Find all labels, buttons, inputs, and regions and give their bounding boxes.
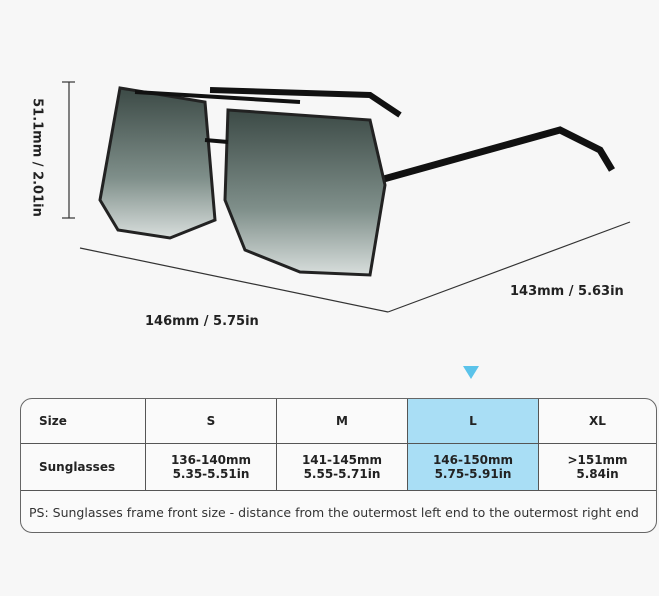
mm-value: 136-140mm bbox=[170, 453, 252, 467]
in-value: 5.84in bbox=[576, 467, 619, 481]
in-value: 5.55-5.71in bbox=[303, 467, 381, 481]
width-dimension: 146mm / 5.75in bbox=[145, 314, 259, 329]
cell-xl: >151mm 5.84in bbox=[539, 444, 656, 490]
temple-dimension: 143mm / 5.63in bbox=[510, 284, 624, 299]
in-value: 5.75-5.91in bbox=[434, 467, 512, 481]
cell-l: 146-150mm 5.75-5.91in bbox=[408, 444, 539, 490]
in-value: 5.35-5.51in bbox=[172, 467, 250, 481]
cell-m: 141-145mm 5.55-5.71in bbox=[277, 444, 408, 490]
cell-s: 136-140mm 5.35-5.51in bbox=[146, 444, 277, 490]
mm-value: 146-150mm bbox=[432, 453, 514, 467]
header-row: Size S M L XL bbox=[21, 399, 656, 444]
table-row: Sunglasses 136-140mm 5.35-5.51in 141-145m… bbox=[21, 444, 656, 491]
mm-value: >151mm bbox=[567, 453, 628, 467]
header-size: Size bbox=[21, 399, 146, 443]
table-note: PS: Sunglasses frame front size - distan… bbox=[29, 505, 639, 520]
header-s: S bbox=[146, 399, 277, 443]
size-table: Size S M L XL Sunglasses 136-140mm 5.35-5… bbox=[20, 398, 657, 533]
height-dimension: 51.1mm / 2.01in bbox=[29, 98, 45, 217]
mm-value: 141-145mm bbox=[301, 453, 383, 467]
selected-size-arrow-icon bbox=[463, 366, 479, 379]
header-m: M bbox=[277, 399, 408, 443]
row-label: Sunglasses bbox=[21, 444, 146, 490]
header-l: L bbox=[408, 399, 539, 443]
header-xl: XL bbox=[589, 414, 606, 428]
sunglasses-image bbox=[62, 81, 631, 313]
